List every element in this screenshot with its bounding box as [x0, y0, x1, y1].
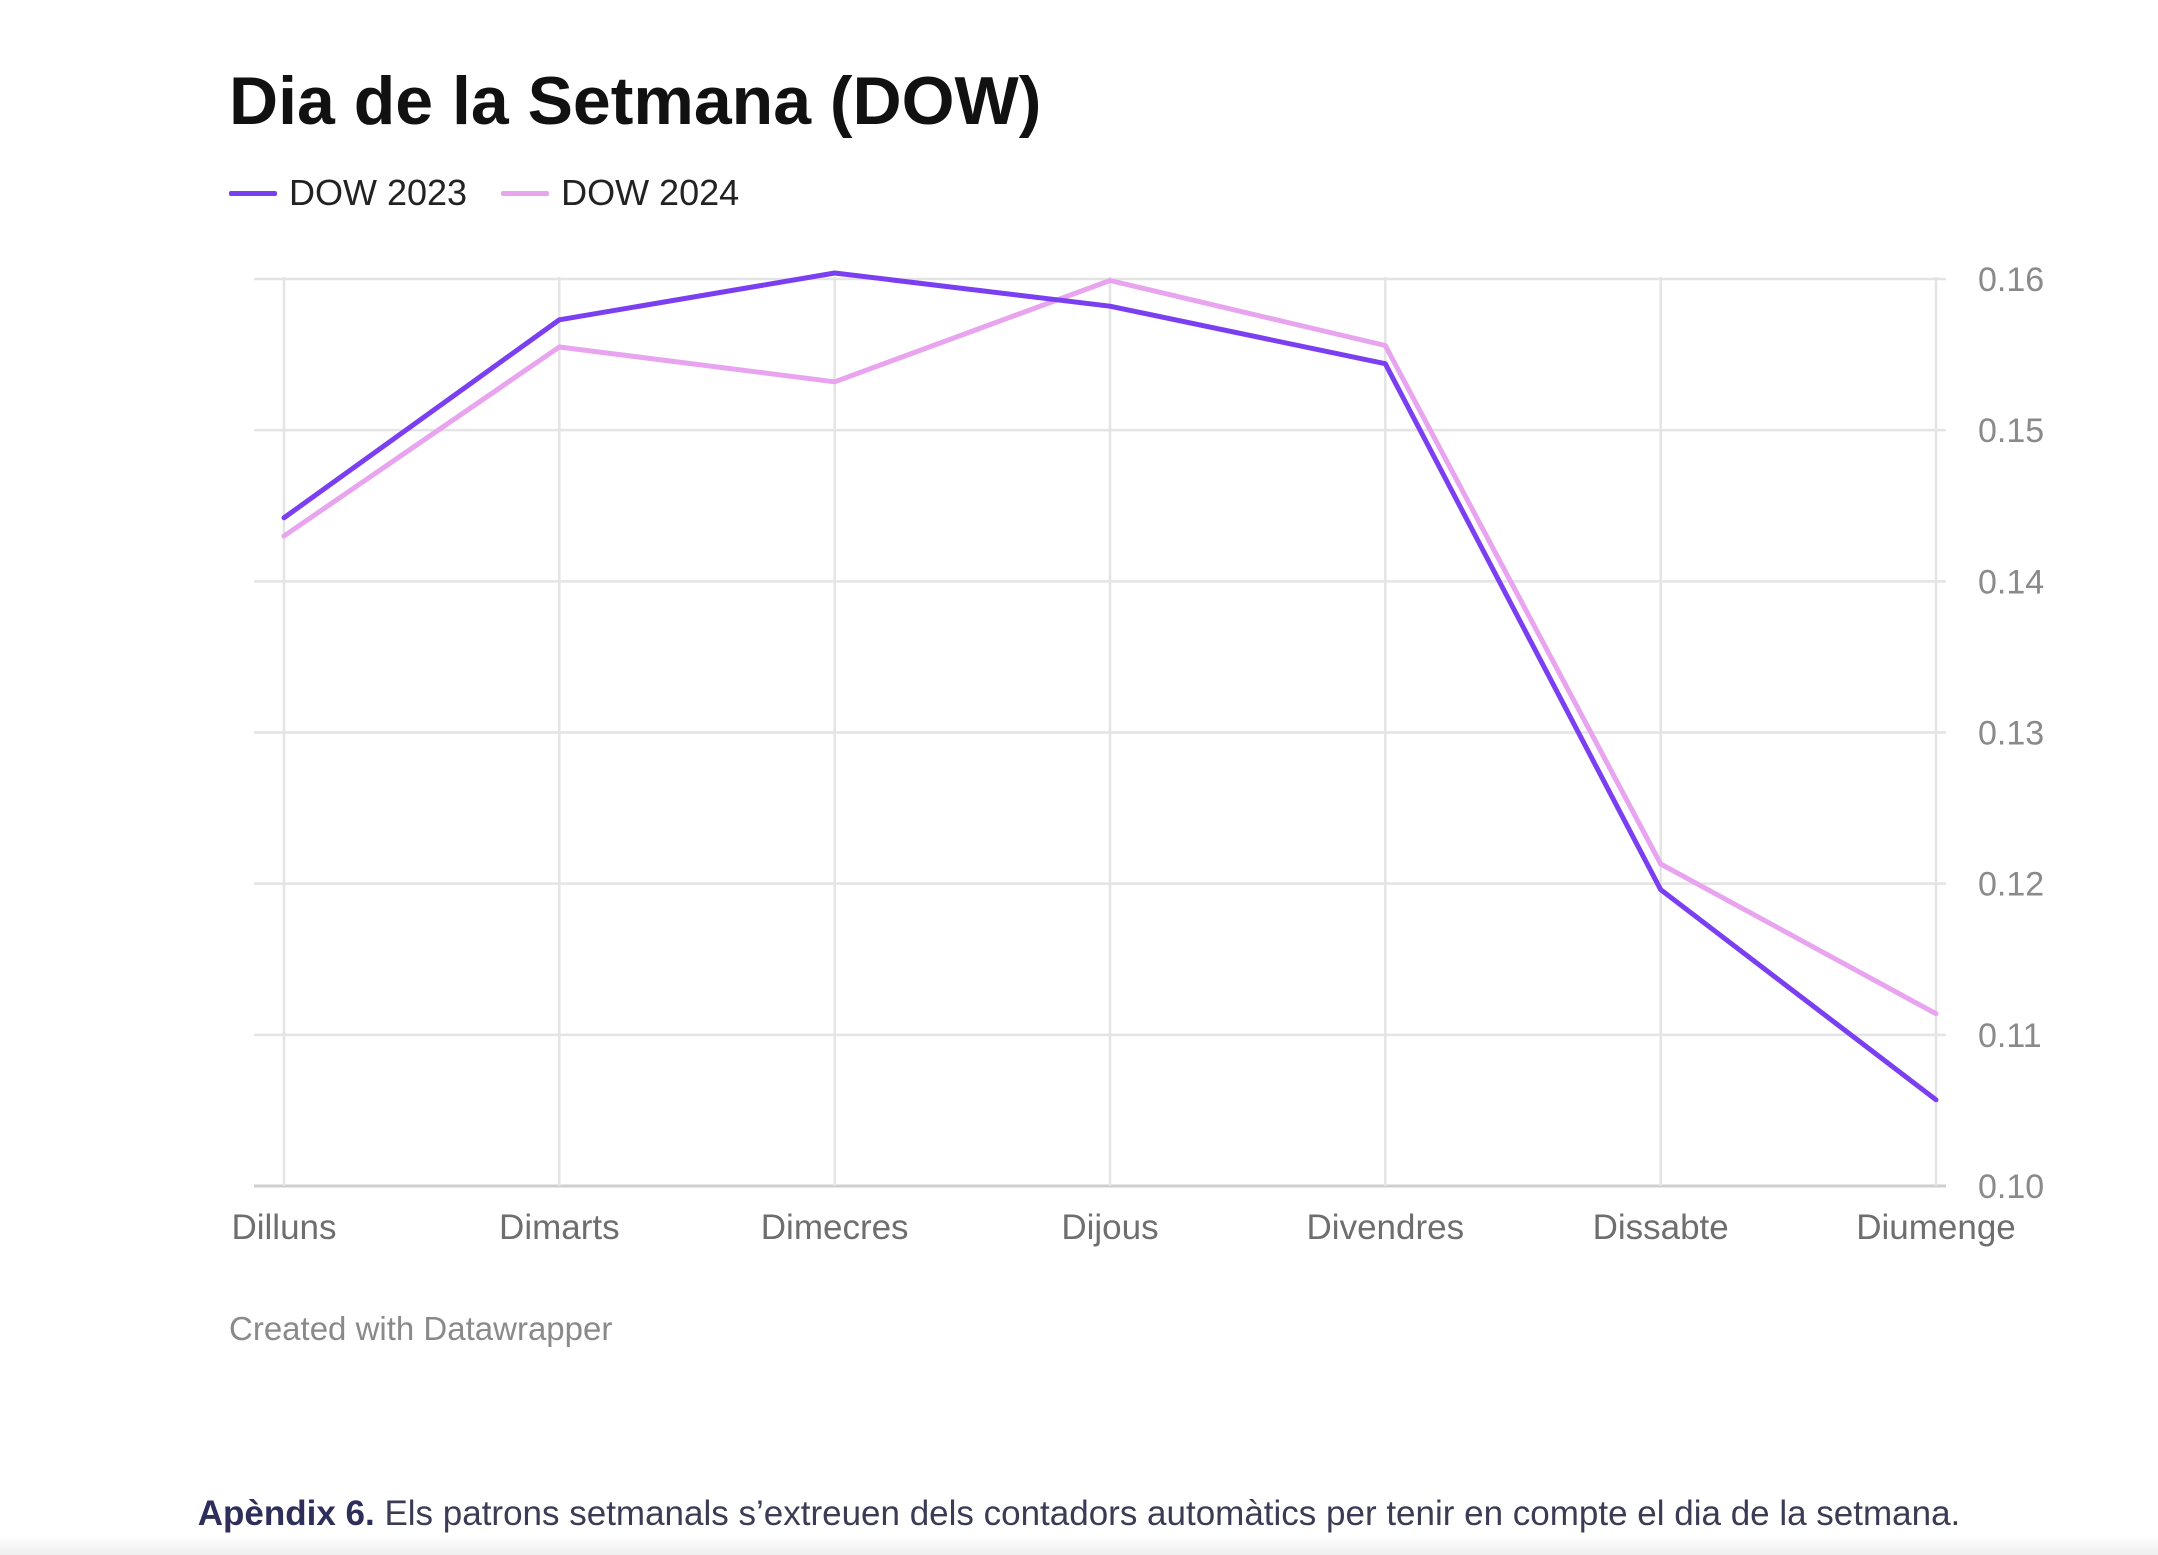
- x-tick-label: Dijous: [1061, 1208, 1158, 1247]
- legend-item-2023: DOW 2023: [229, 172, 467, 214]
- legend-swatch-2023: [229, 190, 277, 196]
- legend-label-2023: DOW 2023: [289, 172, 468, 213]
- line-chart: 0.16 0.15 0.14 0.13 0.12 0.11 0.10 Dilluns Dima…: [231, 261, 2044, 1247]
- y-tick-label: 0.11: [1978, 1017, 2042, 1055]
- x-tick-label: Dissabte: [1593, 1208, 1729, 1247]
- datawrapper-credit: Created with Datawrapper: [229, 1310, 613, 1347]
- x-tick-label: Dimecres: [761, 1208, 909, 1247]
- y-tick-label: 0.14: [1978, 563, 2044, 601]
- x-tick-label: Diumenge: [1856, 1208, 2016, 1247]
- y-tick-label: 0.12: [1978, 866, 2044, 904]
- y-tick-label: 0.15: [1978, 412, 2044, 450]
- legend-item-2024: DOW 2024: [501, 172, 739, 214]
- x-axis-tick-labels: Dilluns Dimarts Dimecres Dijous Divendres Dis…: [231, 1208, 2015, 1247]
- caption-label: Apèndix 6.: [197, 1494, 375, 1533]
- vertical-gridlines: [282, 277, 1938, 1186]
- y-tick-label: 0.13: [1978, 715, 2044, 753]
- x-tick-label: Divendres: [1307, 1208, 1465, 1247]
- y-tick-label: 0.10: [1978, 1168, 2044, 1206]
- page-bottom-edge: [0, 1535, 2158, 1555]
- y-axis-tick-labels: 0.16 0.15 0.14 0.13 0.12 0.11 0.10: [1978, 261, 2044, 1206]
- x-tick-label: Dilluns: [231, 1208, 336, 1247]
- horizontal-gridlines: [254, 277, 1946, 1188]
- legend: DOW 2023 DOW 2024: [229, 172, 739, 214]
- caption-text: Els patrons setmanals s’extreuen dels co…: [384, 1494, 1961, 1533]
- y-tick-label: 0.16: [1978, 261, 2044, 299]
- figure-caption: Apèndix 6. Els patrons setmanals s’extre…: [0, 1494, 2158, 1534]
- legend-label-2024: DOW 2024: [561, 172, 740, 213]
- series-lines: [281, 270, 1939, 1103]
- x-tick-label: Dimarts: [499, 1208, 620, 1247]
- chart-title: Dia de la Setmana (DOW): [229, 63, 1042, 139]
- legend-swatch-2024: [501, 190, 550, 196]
